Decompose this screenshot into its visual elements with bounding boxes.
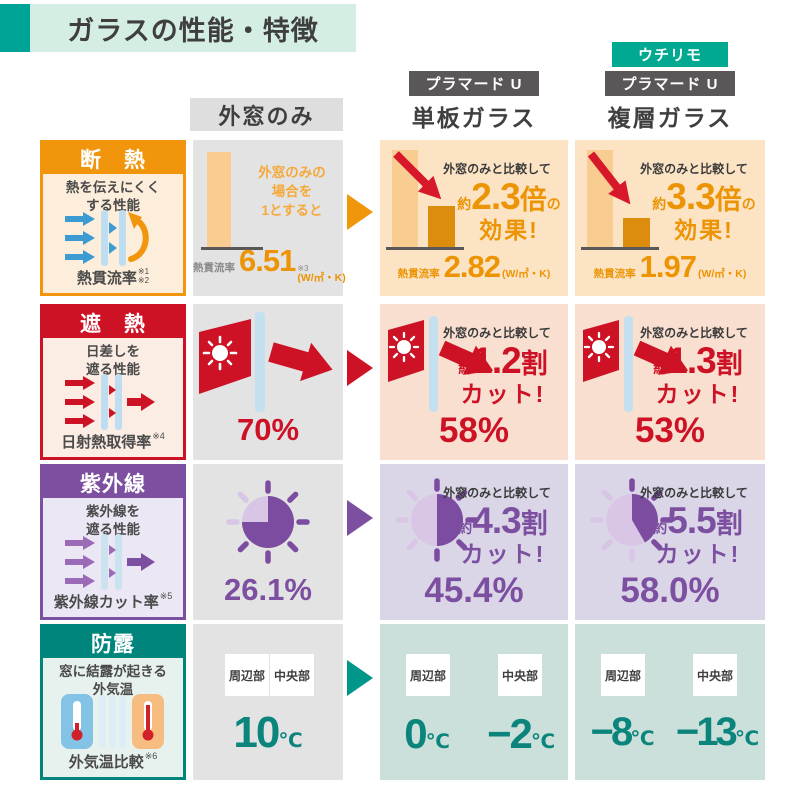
sun-through-glass-icon [388,316,494,412]
sun-pie-icon [226,480,310,564]
column-header-single-glass: 単板ガラス [411,105,537,131]
row-label-condensation: 防露 窓に結露が起きる 外気温 外気温比較※6 [40,624,186,780]
page-title: ガラスの性能・特徴 [67,15,319,46]
outer-reference-note: 外窓のみの 場合を 1とすると [258,165,326,218]
row-metric-name: 熱貫流率 ※1 ※2 [76,267,150,287]
edge-label-box: 周辺部 [225,654,269,696]
title-accent-block [0,4,30,52]
insulation-icon [65,210,149,266]
cell-condensation-double: 周辺部 中央部 −8℃ −13℃ [575,624,765,780]
page-title-banner: ガラスの性能・特徴 [30,4,356,52]
temperature-outer: 10℃ [233,708,303,757]
thermometer-icon [61,694,164,749]
cell-heatshield-outer: 70% [193,304,343,460]
cell-insulation-outer: 外窓のみの 場合を 1とすると 熱貫流率 6.51 ※3 (W/㎡・K) [193,140,346,296]
compare-note: 外窓のみと比較して [443,162,551,176]
cell-heatshield-double: 外窓のみと比較して 約1.3割 カット! 53% [575,304,765,460]
row-title-condensation: 防露 [43,627,183,658]
cell-insulation-single: 外窓のみと比較して 約2.3倍の 効果! 熱貫流率 2.82 (W/㎡・K) [380,140,568,296]
edge-label-box: 周辺部 [601,654,645,696]
cut-value: 約1.3割 カット! [653,340,743,407]
column-header-double-brand: プラマード U [575,71,765,96]
cell-uv-outer: 26.1% [193,464,343,620]
cut-value: 約4.3割 カット! [458,500,548,567]
flow-arrow-heatshield-icon [347,350,373,386]
temperature-edge: −8℃ [590,710,655,754]
row-title-insulation: 断 熱 [43,143,183,174]
uv-icon [65,534,155,590]
row-label-insulation: 断 熱 熱を伝えにくく する性能 熱貫流率 ※1 ※2 [40,140,186,296]
column-header-single-brand: プラマード U [380,71,568,96]
cell-uv-single: 外窓のみと比較して 約4.3割 カット! 45.4% [380,464,568,620]
flow-arrow-insulation-icon [347,194,373,230]
heatshield-icon [65,374,155,430]
row-title-uv: 紫外線 [43,467,183,498]
row-label-uv: 紫外線 紫外線を 遮る性能 紫外線カット率※5 [40,464,186,620]
row-desc: 熱を伝えにくく する性能 [65,180,161,213]
heat-gain-single: 58% [438,411,510,450]
thermal-value-outer: 熱貫流率 6.51 ※3 (W/㎡・K) [193,243,346,285]
sun-through-glass-icon [583,316,689,412]
uv-cut-double: 58.0% [620,571,720,610]
temperature-center: −13℃ [675,710,760,754]
bar-outer-baseline [207,152,231,247]
uv-cut-single: 45.4% [424,571,524,610]
center-label-box: 中央部 [270,654,314,696]
bar-improved [428,206,455,247]
temperature-edge: 0℃ [404,710,450,757]
down-arrow-icon [587,151,631,205]
uv-cut-outer: 26.1% [224,572,312,607]
compare-note: 外窓のみと比較して [640,162,748,176]
cell-insulation-double: 外窓のみと比較して 約3.3倍の 効果! 熱貫流率 1.97 (W/㎡・K) [575,140,765,296]
down-arrow-icon [393,151,442,200]
footnote-marks: ※1 ※2 [137,267,150,286]
plamard-badge: プラマード U [605,71,735,96]
cut-value: 約5.5割 カット! [653,500,743,567]
effect-value: 約2.3倍の 効果! [457,176,561,243]
cell-heatshield-single: 外窓のみと比較して 約1.2割 カット! 58% [380,304,568,460]
flow-arrow-condensation-icon [347,660,373,696]
heat-gain-outer: 70% [236,412,300,447]
thermal-value-double: 熱貫流率 1.97 (W/㎡・K) [593,249,747,284]
effect-value: 約3.3倍の 効果! [652,176,756,243]
thermal-value-single: 熱貫流率 2.82 (W/㎡・K) [397,249,551,284]
sun-pie-icon [395,478,479,562]
flow-arrow-uv-icon [347,500,373,536]
temperature-center: −2℃ [486,710,556,757]
sun-through-glass-icon [199,312,333,412]
cut-value: 約1.2割 カット! [458,340,548,407]
column-header-outer-only: 外窓のみ [190,98,343,131]
bar-axis [201,247,263,250]
row-title-heatshield: 遮 熱 [43,307,183,338]
column-header-double-glass: 複層ガラス [607,105,733,131]
plamard-badge: プラマード U [409,71,539,96]
sun-pie-icon [590,478,674,562]
center-label-box: 中央部 [693,654,737,696]
column-header-uchirimo: ウチリモ [575,42,765,67]
center-label-box: 中央部 [498,654,542,696]
cell-condensation-outer: 周辺部 中央部 10℃ [193,624,343,780]
heat-gain-double: 53% [634,411,706,450]
uchirimo-badge: ウチリモ [611,42,728,67]
bar-improved [623,218,650,247]
edge-label-box: 周辺部 [406,654,450,696]
cell-condensation-single: 周辺部 中央部 0℃ −2℃ [380,624,568,780]
cell-uv-double: 外窓のみと比較して 約5.5割 カット! 58.0% [575,464,765,620]
row-label-heatshield: 遮 熱 日差しを 遮る性能 日射熱取得率※4 [40,304,186,460]
